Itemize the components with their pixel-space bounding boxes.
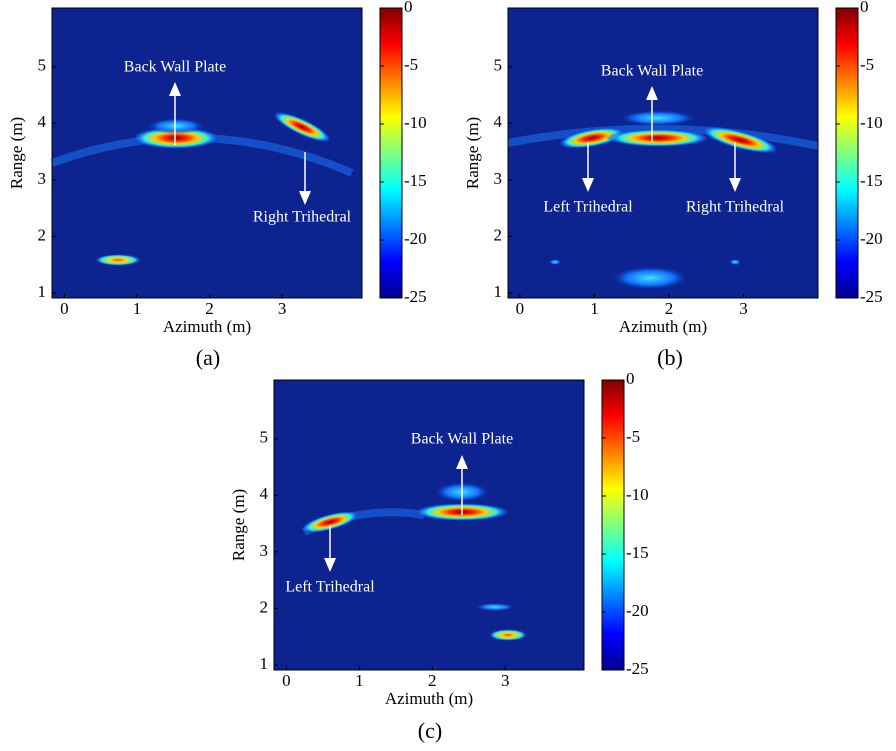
annotation: Back Wall Plate xyxy=(124,59,226,76)
colorbar-tick-label: -25 xyxy=(404,287,427,306)
annotation: Left Trihedral xyxy=(543,199,633,216)
annotation-arrow-head xyxy=(324,558,336,572)
colorbar-tick-label: -10 xyxy=(860,113,883,132)
annotation-arrow-head xyxy=(646,86,658,100)
y-tick-label: 3 xyxy=(260,541,269,560)
caption: (a) xyxy=(196,345,220,370)
x-tick-label: 2 xyxy=(665,299,674,318)
y-tick-label: 2 xyxy=(260,597,269,616)
colorbar-tick-label: -20 xyxy=(626,601,649,620)
x-tick-label: 3 xyxy=(501,671,510,690)
hotspot xyxy=(610,266,690,290)
annotation-arrow-head xyxy=(456,455,468,469)
y-tick-label: 3 xyxy=(494,169,503,188)
annotation-arrow-head xyxy=(582,178,594,192)
x-axis-label: Azimuth (m) xyxy=(163,317,251,336)
hotspot xyxy=(558,127,626,149)
x-tick-label: 0 xyxy=(60,299,69,318)
x-tick-label: 1 xyxy=(133,299,142,318)
y-tick-label: 4 xyxy=(38,112,47,131)
plot-frame xyxy=(51,7,363,299)
echo-arc xyxy=(507,124,819,150)
plot-frame xyxy=(273,379,585,671)
x-tick-label: 0 xyxy=(516,299,525,318)
heatmap-background xyxy=(52,8,362,298)
colorbar-tick-label: 0 xyxy=(860,0,869,16)
hotspot xyxy=(132,127,220,149)
annotation: Left Trihedral xyxy=(285,579,375,596)
hotspot xyxy=(606,129,710,147)
y-tick-label: 5 xyxy=(38,56,47,75)
y-axis-label: Range (m) xyxy=(7,117,26,189)
y-tick-label: 1 xyxy=(494,282,503,301)
colorbar-tick-label: -25 xyxy=(626,659,649,678)
annotation-arrow-head xyxy=(729,178,741,192)
colorbar-tick-label: -5 xyxy=(860,55,874,74)
hotspot xyxy=(488,629,528,641)
x-tick-label: 0 xyxy=(282,671,291,690)
caption: (b) xyxy=(657,345,683,370)
x-tick-label: 1 xyxy=(590,299,599,318)
colorbar xyxy=(601,379,625,671)
hotspot xyxy=(549,259,561,265)
colorbar-tick-label: -15 xyxy=(626,543,649,562)
colorbar-tick-label: -10 xyxy=(626,485,649,504)
hotspot xyxy=(618,110,698,126)
y-axis-label: Range (m) xyxy=(463,117,482,189)
annotation: Right Trihedral xyxy=(253,209,352,226)
hotspot xyxy=(300,511,360,533)
colorbar-tick-label: -5 xyxy=(404,55,418,74)
colorbar-tick-label: 0 xyxy=(626,369,635,388)
plot-frame xyxy=(507,7,819,299)
caption: (c) xyxy=(418,718,442,743)
annotation: Back Wall Plate xyxy=(411,431,513,448)
hotspot xyxy=(94,254,142,266)
colorbar-tick-label: -15 xyxy=(860,171,883,190)
colorbar xyxy=(835,7,859,299)
x-tick-label: 2 xyxy=(205,299,214,318)
colorbar xyxy=(379,7,403,299)
x-tick-label: 2 xyxy=(428,671,437,690)
colorbar-tick-label: -15 xyxy=(404,171,427,190)
hotspot xyxy=(729,259,741,265)
y-tick-label: 1 xyxy=(38,282,47,301)
colorbar-tick-label: 0 xyxy=(404,0,413,16)
hotspot xyxy=(701,126,779,154)
x-tick-label: 3 xyxy=(278,299,287,318)
colorbar-tick-label: -5 xyxy=(626,427,640,446)
colorbar-tick-label: -20 xyxy=(860,229,883,248)
y-tick-label: 5 xyxy=(494,56,503,75)
y-tick-label: 2 xyxy=(494,225,503,244)
x-tick-label: 3 xyxy=(739,299,748,318)
annotation-arrow-head xyxy=(169,82,181,96)
annotation: Back Wall Plate xyxy=(601,63,703,80)
annotation-arrow-head xyxy=(299,191,311,205)
annotation: Right Trihedral xyxy=(686,199,785,216)
colorbar-tick-label: -20 xyxy=(404,229,427,248)
y-tick-label: 1 xyxy=(260,654,269,673)
colorbar-tick-label: -10 xyxy=(404,113,427,132)
y-axis-label: Range (m) xyxy=(229,489,248,561)
x-tick-label: 1 xyxy=(355,671,364,690)
colorbar-tick-label: -25 xyxy=(860,287,883,306)
hotspot xyxy=(475,603,515,611)
y-tick-label: 4 xyxy=(494,112,503,131)
x-axis-label: Azimuth (m) xyxy=(385,689,473,708)
hotspot xyxy=(272,111,332,143)
y-tick-label: 2 xyxy=(38,225,47,244)
hotspot xyxy=(146,118,206,134)
y-tick-label: 3 xyxy=(38,169,47,188)
y-tick-label: 5 xyxy=(260,428,269,447)
x-axis-label: Azimuth (m) xyxy=(619,317,707,336)
y-tick-label: 4 xyxy=(260,484,269,503)
